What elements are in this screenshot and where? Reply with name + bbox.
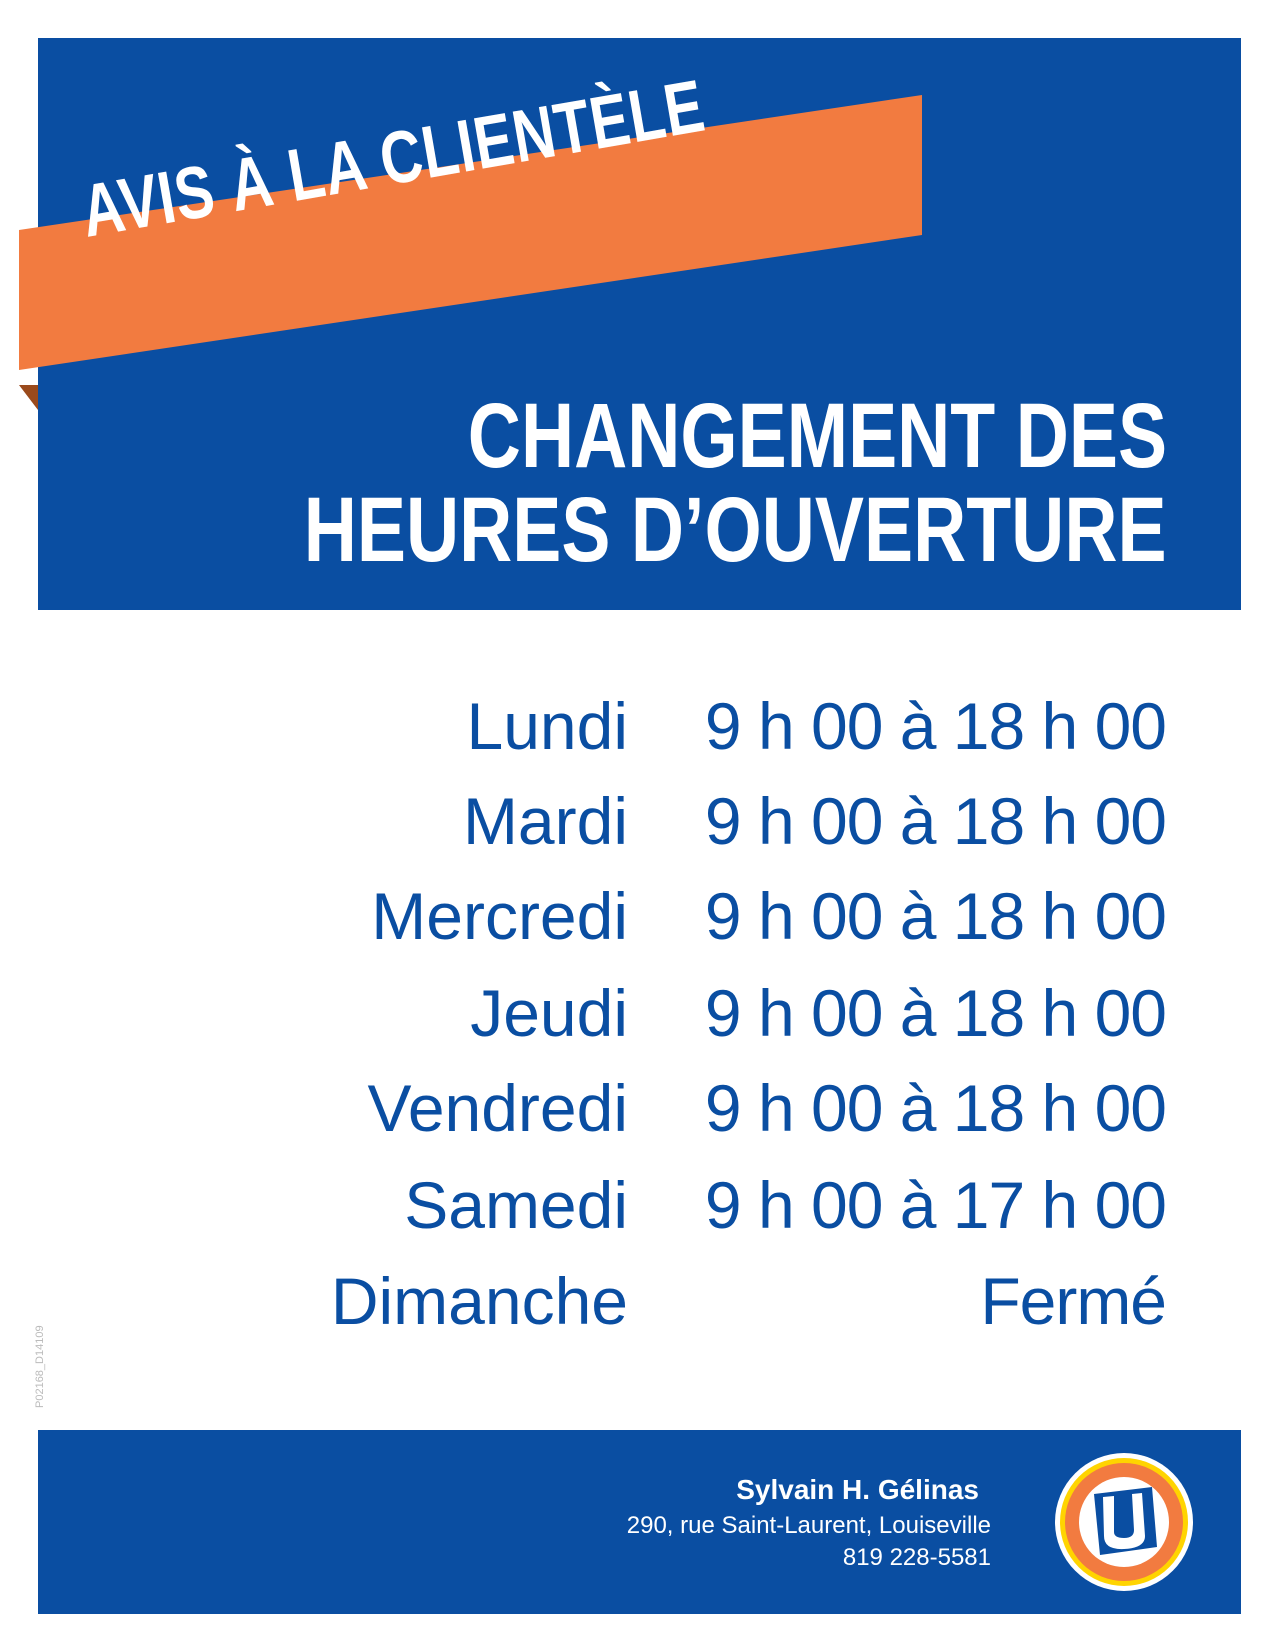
time-range: 9 h 00 à 18 h 00 bbox=[704, 1071, 1167, 1145]
banner-ribbon-shape bbox=[19, 95, 922, 410]
hours-row: Mardi 9 h 00 à 18 h 00 bbox=[0, 783, 1275, 873]
hours-row: Samedi 9 h 00 à 17 h 00 bbox=[0, 1167, 1275, 1257]
hours-row: Mercredi 9 h 00 à 18 h 00 bbox=[0, 878, 1275, 968]
day-label: Vendredi bbox=[367, 1071, 628, 1145]
day-label: Lundi bbox=[466, 689, 629, 763]
store-owner-name: Sylvain H. Gélinas bbox=[736, 1474, 979, 1505]
time-range: 9 h 00 à 18 h 00 bbox=[704, 976, 1167, 1050]
hours-row: Vendredi 9 h 00 à 18 h 00 bbox=[0, 1070, 1275, 1160]
day-label: Jeudi bbox=[470, 976, 628, 1050]
time-range: 9 h 00 à 17 h 00 bbox=[704, 1168, 1167, 1242]
store-address: 290, rue Saint-Laurent, Louiseville bbox=[626, 1512, 991, 1539]
time-range: 9 h 00 à 18 h 00 bbox=[704, 689, 1167, 763]
day-label: Dimanche bbox=[330, 1264, 628, 1338]
u-logo-icon bbox=[1055, 1453, 1193, 1591]
time-range: Fermé bbox=[980, 1264, 1167, 1338]
hours-row: Lundi 9 h 00 à 18 h 00 bbox=[0, 688, 1275, 778]
store-phone: 819 228-5581 bbox=[842, 1544, 991, 1571]
day-label: Mardi bbox=[462, 784, 628, 858]
footer-panel: Sylvain H. Gélinas 290, rue Saint-Lauren… bbox=[38, 1430, 1241, 1614]
hours-row: Dimanche Fermé bbox=[0, 1263, 1275, 1353]
page-title-line1: CHANGEMENT DES bbox=[467, 385, 1167, 487]
document-code: P02168_D14109 bbox=[34, 1325, 46, 1408]
day-label: Mercredi bbox=[371, 879, 628, 953]
page-title-line2: HEURES D’OUVERTURE bbox=[304, 479, 1167, 581]
time-range: 9 h 00 à 18 h 00 bbox=[704, 879, 1167, 953]
time-range: 9 h 00 à 18 h 00 bbox=[704, 784, 1167, 858]
hours-row: Jeudi 9 h 00 à 18 h 00 bbox=[0, 975, 1275, 1065]
day-label: Samedi bbox=[404, 1168, 628, 1242]
